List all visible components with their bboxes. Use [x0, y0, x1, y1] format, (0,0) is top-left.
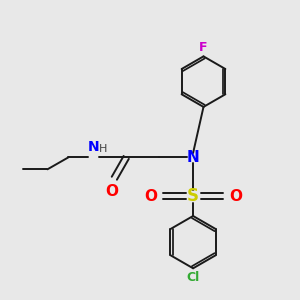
Text: O: O: [230, 189, 242, 204]
Text: H: H: [99, 145, 107, 154]
Text: F: F: [199, 41, 208, 54]
Text: S: S: [187, 187, 199, 205]
Text: Cl: Cl: [187, 271, 200, 284]
Text: O: O: [144, 189, 157, 204]
Text: O: O: [105, 184, 118, 199]
Text: N: N: [88, 140, 99, 154]
Text: N: N: [187, 150, 200, 165]
